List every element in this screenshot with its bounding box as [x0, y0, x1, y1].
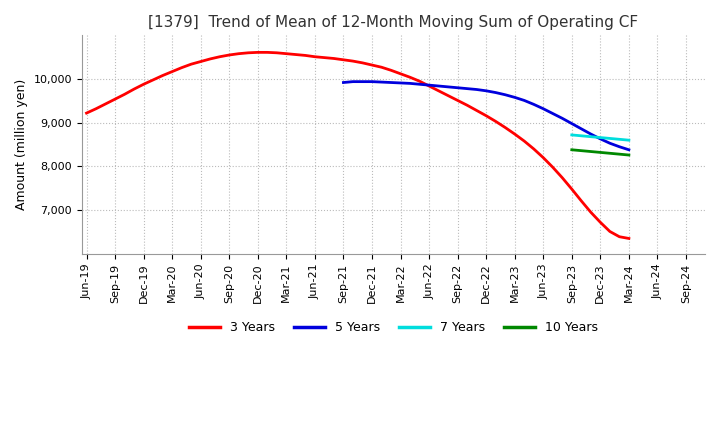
5 Years [491, 90, 500, 95]
5 Years [606, 141, 614, 146]
7 Years [615, 137, 624, 142]
7 Years [577, 133, 585, 139]
3 Years [624, 236, 633, 241]
7 Years [587, 134, 595, 139]
5 Years [567, 121, 576, 126]
Line: 7 Years: 7 Years [572, 135, 629, 140]
10 Years [587, 149, 595, 154]
10 Years [567, 147, 576, 152]
5 Years [615, 144, 624, 149]
3 Years [454, 98, 462, 103]
3 Years [491, 119, 500, 124]
5 Years [501, 92, 510, 97]
5 Years [472, 87, 481, 92]
10 Years [606, 150, 614, 156]
5 Years [587, 132, 595, 137]
5 Years [425, 82, 433, 88]
3 Years [82, 110, 91, 116]
10 Years [577, 148, 585, 153]
3 Years [606, 229, 614, 234]
7 Years [606, 136, 614, 141]
3 Years [549, 165, 557, 170]
5 Years [596, 136, 605, 142]
10 Years [596, 150, 605, 155]
5 Years [434, 83, 443, 88]
5 Years [368, 79, 377, 84]
5 Years [396, 81, 405, 86]
Title: [1379]  Trend of Mean of 12-Month Moving Sum of Operating CF: [1379] Trend of Mean of 12-Month Moving … [148, 15, 639, 30]
5 Years [539, 106, 548, 111]
3 Years [215, 54, 224, 59]
5 Years [520, 98, 528, 103]
Line: 10 Years: 10 Years [572, 150, 629, 155]
Legend: 3 Years, 5 Years, 7 Years, 10 Years: 3 Years, 5 Years, 7 Years, 10 Years [184, 316, 603, 339]
5 Years [463, 86, 472, 91]
7 Years [596, 135, 605, 140]
5 Years [549, 111, 557, 116]
5 Years [415, 81, 424, 87]
5 Years [348, 79, 357, 84]
7 Years [567, 132, 576, 138]
5 Years [558, 116, 567, 121]
5 Years [510, 95, 519, 100]
5 Years [358, 79, 366, 84]
5 Years [454, 85, 462, 90]
5 Years [529, 102, 538, 107]
10 Years [624, 152, 633, 158]
5 Years [405, 81, 414, 86]
3 Years [206, 56, 215, 62]
5 Years [624, 147, 633, 152]
5 Years [339, 80, 348, 85]
5 Years [387, 80, 395, 85]
5 Years [577, 126, 585, 132]
3 Years [253, 50, 262, 55]
5 Years [377, 80, 386, 85]
10 Years [615, 151, 624, 157]
5 Years [444, 84, 452, 89]
Y-axis label: Amount (million yen): Amount (million yen) [15, 79, 28, 210]
5 Years [482, 88, 490, 93]
Line: 3 Years: 3 Years [86, 52, 629, 238]
7 Years [624, 138, 633, 143]
Line: 5 Years: 5 Years [343, 82, 629, 150]
